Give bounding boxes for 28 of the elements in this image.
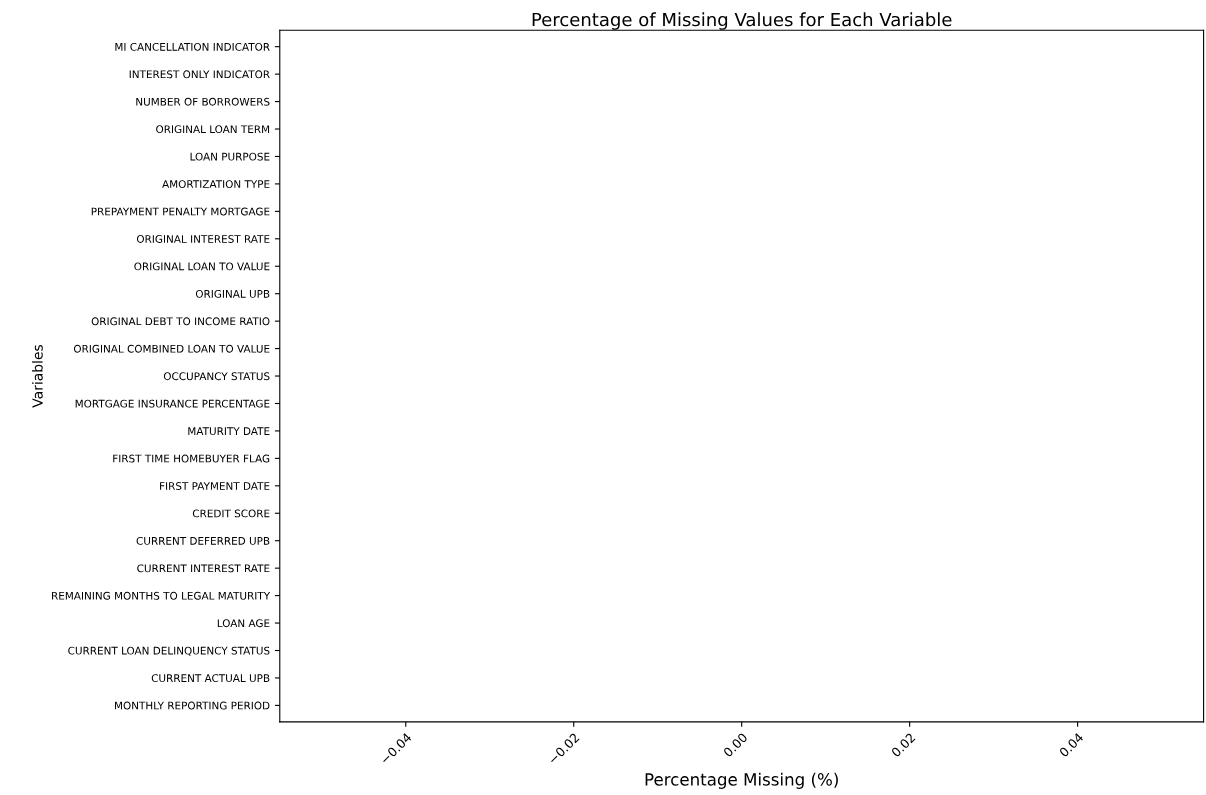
y-tick-label: ORIGINAL INTEREST RATE [136,235,270,243]
chart-title: Percentage of Missing Values for Each Variable [532,12,952,30]
y-tick-label: ORIGINAL DEBT TO INCOME RATIO [91,317,270,326]
y-tick-label: INTEREST ONLY INDICATOR [129,70,270,79]
y-tick-label: MI CANCELLATION INDICATOR [115,42,270,51]
y-tick-label: ORIGINAL COMBINED LOAN TO VALUE [73,344,270,353]
y-tick-label: LOAN AGE [217,619,270,628]
y-tick-label: MORTGAGE INSURANCE PERCENTAGE [75,399,270,408]
y-tick-label: NUMBER OF BORROWERS [136,97,270,106]
y-tick-label: ORIGINAL LOAN TERM [156,125,270,134]
y-tick-label: MONTHLY REPORTING PERIOD [115,701,270,710]
y-tick-label: FIRST PAYMENT DATE [160,482,270,490]
y-tick-label: CURRENT DEFERRED UPB [136,536,270,545]
y-tick-label: FIRST TIME HOMEBUYER FLAG [113,454,270,463]
y-tick-label: PREPAYMENT PENALTY MORTGAGE [91,207,270,216]
y-tick-label: CURRENT INTEREST RATE [137,564,270,573]
y-tick-label: CURRENT ACTUAL UPB [151,674,270,683]
y-tick-label: ORIGINAL LOAN TO VALUE [134,262,270,271]
y-tick-label: MATURITY DATE [188,427,270,436]
y-tick-label: AMORTIZATION TYPE [162,180,270,189]
y-tick-label: CREDIT SCORE [192,509,270,518]
y-axis-title: Variables [32,344,43,408]
y-tick-label: CURRENT LOAN DELINQUENCY STATUS [68,646,270,656]
y-tick-label: ORIGINAL UPB [195,289,270,298]
x-axis-title: Percentage Missing (%) [645,772,838,789]
y-tick-label: LOAN PURPOSE [190,152,270,161]
y-tick-label: OCCUPANCY STATUS [163,372,270,381]
y-tick-label: REMAINING MONTHS TO LEGAL MATURITY [52,591,271,600]
